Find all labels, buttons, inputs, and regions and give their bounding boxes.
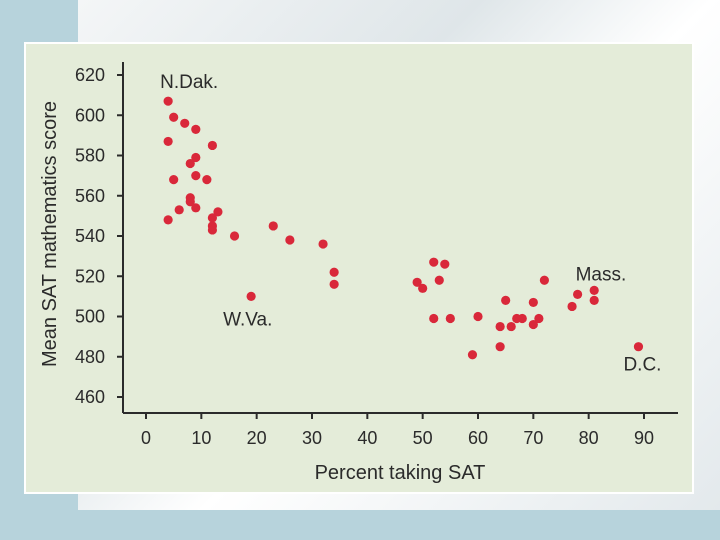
data-point	[534, 313, 544, 324]
data-point	[163, 136, 173, 147]
data-point	[185, 158, 195, 169]
annotation-label: W.Va.	[223, 309, 272, 330]
data-point	[467, 350, 478, 360]
x-tick-label: 0	[141, 428, 151, 448]
data-point	[517, 313, 527, 324]
data-point	[169, 112, 179, 122]
x-tick-label: 60	[468, 428, 488, 448]
y-tick-label: 620	[75, 65, 105, 85]
data-point	[229, 231, 240, 241]
data-point	[163, 96, 173, 106]
data-point	[246, 291, 256, 301]
data-point	[207, 140, 217, 151]
data-point	[174, 205, 184, 215]
data-point	[329, 267, 339, 277]
data-point	[429, 313, 439, 324]
y-tick-label: 560	[75, 186, 105, 206]
data-point	[412, 277, 422, 287]
data-point	[191, 124, 201, 134]
y-tick-label: 480	[75, 347, 105, 367]
plot-area	[123, 62, 678, 413]
annotation-label: N.Dak.	[160, 72, 218, 93]
data-point	[528, 297, 538, 308]
data-point	[501, 295, 511, 305]
tick-marks: 0 10 20 30 40 50 60 70 80 90 460 480 500 520 540 560 580…	[75, 65, 654, 448]
x-tick-label: 40	[357, 428, 377, 448]
y-tick-label: 520	[75, 266, 105, 286]
data-point	[506, 321, 516, 332]
data-point	[589, 285, 599, 295]
data-point	[440, 259, 450, 269]
x-tick-label: 20	[247, 428, 267, 448]
data-point	[285, 235, 295, 245]
data-point	[185, 197, 195, 207]
data-point	[207, 225, 217, 235]
data-point	[473, 311, 483, 322]
data-point	[445, 313, 455, 324]
data-point	[191, 203, 201, 213]
annotations: N.Dak. W.Va. Mass. D.C.	[160, 72, 661, 376]
y-tick-label: 500	[75, 307, 105, 327]
data-point	[207, 213, 217, 223]
background-bottom-strip	[78, 510, 720, 540]
data-point	[633, 342, 644, 352]
data-point	[268, 221, 278, 231]
data-point	[180, 118, 190, 128]
data-point	[539, 275, 550, 285]
y-tick-label: 580	[75, 146, 105, 166]
y-axis-label: Mean SAT mathematics score	[39, 101, 61, 367]
data-point	[191, 152, 201, 163]
data-point	[169, 175, 179, 185]
y-tick-label: 600	[75, 105, 105, 125]
data-point	[163, 215, 173, 225]
data-point	[191, 171, 201, 181]
data-point	[329, 279, 339, 289]
data-point	[213, 207, 223, 217]
y-tick-label: 540	[75, 226, 105, 246]
plot-background	[123, 62, 678, 413]
data-point	[495, 321, 505, 332]
y-tick-label: 460	[75, 387, 105, 407]
data-point	[495, 342, 505, 352]
data-point	[567, 301, 577, 312]
x-tick-label: 10	[191, 428, 211, 448]
annotation-label: Mass.	[576, 264, 627, 285]
data-point	[418, 283, 428, 293]
data-point	[434, 275, 444, 285]
data-point	[202, 175, 212, 185]
data-point	[429, 257, 439, 267]
x-tick-label: 90	[634, 428, 654, 448]
data-point	[589, 295, 599, 305]
x-tick-label: 50	[413, 428, 433, 448]
x-tick-label: 70	[523, 428, 543, 448]
data-point	[318, 239, 328, 249]
annotation-label: D.C.	[623, 355, 661, 376]
data-point	[528, 319, 538, 330]
data-point	[573, 289, 583, 299]
x-axis-label: Percent taking SAT	[315, 462, 486, 484]
data-points	[163, 96, 644, 360]
x-tick-label: 30	[302, 428, 322, 448]
axes	[122, 62, 678, 414]
x-tick-label: 80	[579, 428, 599, 448]
